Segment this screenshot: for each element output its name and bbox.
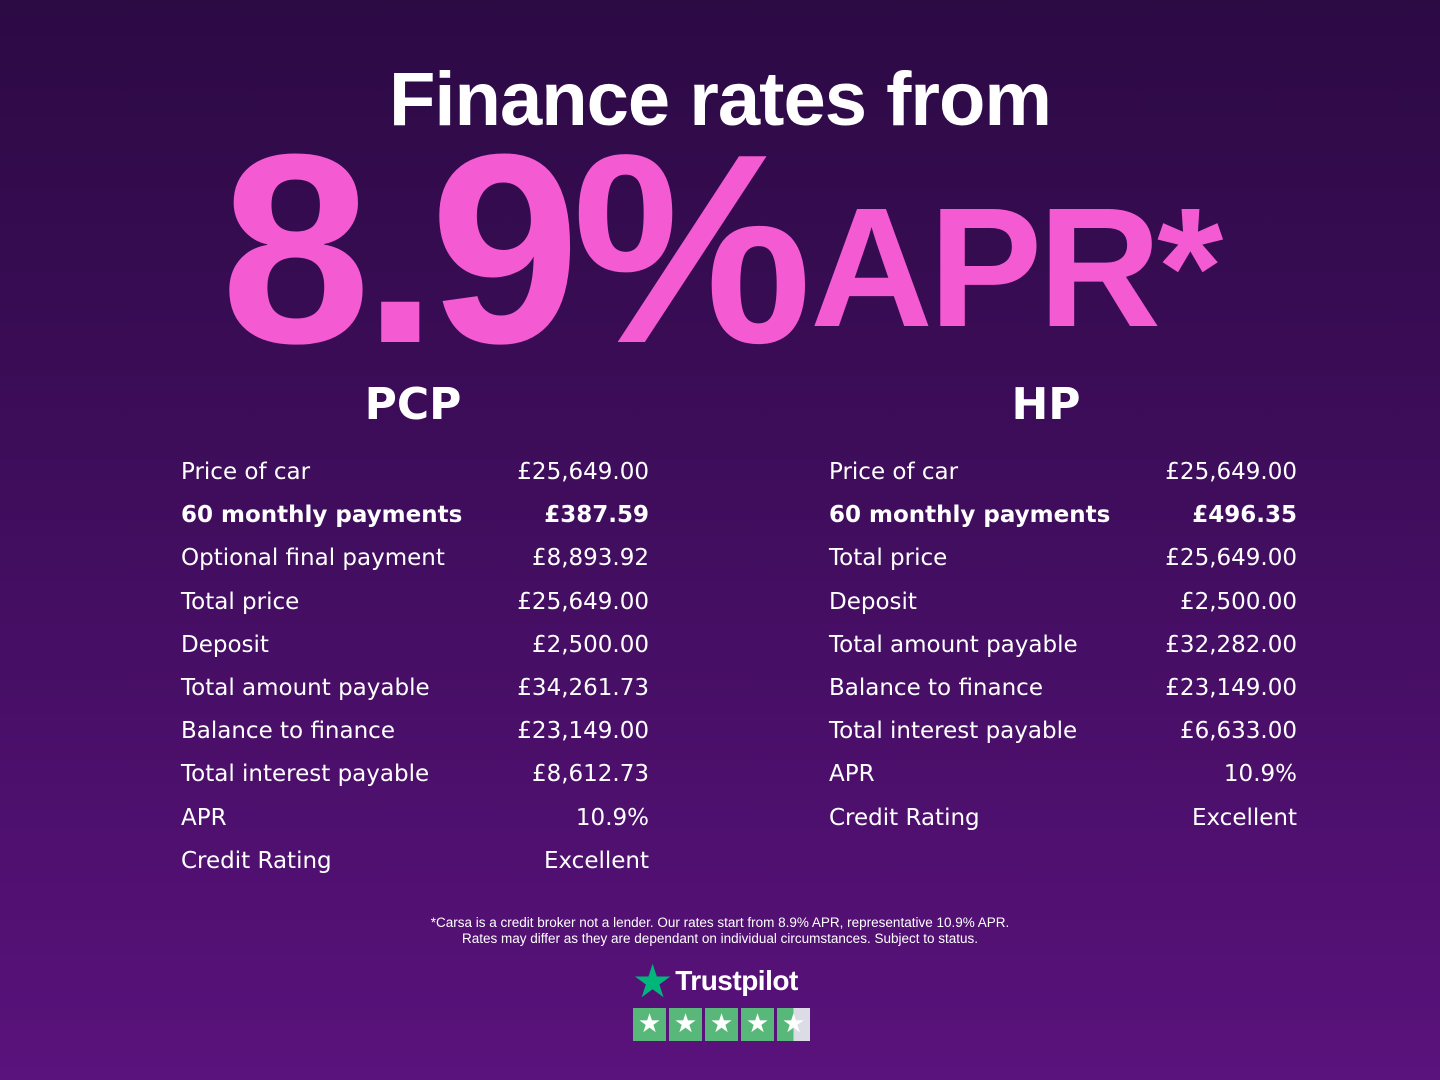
disclaimer: *Carsa is a credit broker not a lender. … [0, 915, 1440, 947]
row-value: £25,649.00 [517, 588, 649, 615]
table-row: Optional final payment £8,893.92 [181, 541, 649, 584]
table-row: Total interest payable £6,633.00 [829, 714, 1297, 757]
table-row: Total price £25,649.00 [181, 585, 649, 628]
row-label: Balance to finance [829, 674, 1043, 701]
table-row: Price of car £25,649.00 [181, 455, 649, 498]
row-label: APR [829, 761, 875, 788]
row-value: £23,149.00 [1165, 674, 1297, 701]
row-value: £25,649.00 [1165, 459, 1297, 485]
table-row: APR 10.9% [829, 757, 1297, 800]
row-value: £2,500.00 [531, 631, 649, 658]
hp-table: Price of car £25,649.00 60 monthly payment… [829, 455, 1297, 844]
row-label: 60 monthly payments [181, 502, 463, 529]
row-value: £34,261.73 [517, 674, 649, 701]
disclaimer-line-2: Rates may differ as they are dependant o… [461, 931, 979, 946]
row-value: £8,893.92 [531, 545, 649, 572]
row-value: 10.9% [1223, 761, 1297, 788]
table-row: APR 10.9% [181, 801, 649, 844]
trustpilot-name: Trustpilot [675, 965, 798, 996]
rate-suffix: APR* [810, 173, 1223, 363]
table-row: Total amount payable £32,282.00 [829, 628, 1297, 671]
trustpilot-star-icon: ★ [632, 954, 674, 1008]
rating-star-icon: ★ [777, 1008, 810, 1041]
table-row: 60 monthly payments £496.35 [829, 498, 1297, 541]
rating-star-icon: ★ [633, 1008, 666, 1041]
row-label: Total interest payable [829, 718, 1078, 745]
table-row: Total amount payable £34,261.73 [181, 671, 649, 714]
row-value: £387.59 [544, 502, 649, 529]
trustpilot-logo: ★ Trustpilot [632, 958, 798, 1004]
rating-star-icon: ★ [669, 1008, 702, 1041]
row-value: £2,500.00 [1179, 588, 1297, 615]
row-label: Credit Rating [829, 804, 980, 831]
row-value: £23,149.00 [517, 718, 649, 745]
hp-heading: HP [1011, 379, 1081, 430]
row-value: Excellent [1191, 804, 1297, 831]
row-label: Total amount payable [181, 674, 430, 701]
row-value: 10.9% [575, 804, 649, 831]
table-row: Credit Rating Excellent [829, 801, 1297, 844]
row-label: 60 monthly payments [829, 502, 1111, 529]
table-row: Deposit £2,500.00 [181, 628, 649, 671]
table-row: Deposit £2,500.00 [829, 585, 1297, 628]
headline: Finance rates from [389, 57, 1052, 142]
row-label: Optional final payment [181, 545, 445, 572]
row-value: £496.35 [1192, 502, 1297, 529]
row-label: Price of car [181, 459, 311, 485]
table-row: Credit Rating Excellent [181, 844, 649, 887]
row-label: Deposit [181, 631, 269, 658]
row-label: Price of car [829, 459, 959, 485]
pcp-table: Price of car £25,649.00 60 monthly payment… [181, 455, 649, 887]
trustpilot-rating: ★ ★ ★ ★ ★ [633, 1008, 810, 1041]
pcp-heading: PCP [364, 379, 462, 430]
row-value: Excellent [543, 847, 649, 874]
table-row: 60 monthly payments £387.59 [181, 498, 649, 541]
table-row: Total interest payable £8,612.73 [181, 757, 649, 800]
table-row: Price of car £25,649.00 [829, 455, 1297, 498]
table-row: Total price £25,649.00 [829, 541, 1297, 584]
row-value: £25,649.00 [517, 459, 649, 485]
table-row: Balance to finance £23,149.00 [181, 714, 649, 757]
row-label: Credit Rating [181, 847, 332, 874]
row-value: £8,612.73 [531, 761, 649, 788]
hero-rate: 8.9%APR* [0, 99, 1440, 400]
row-label: APR [181, 804, 227, 831]
row-label: Deposit [829, 588, 917, 615]
row-label: Total amount payable [829, 631, 1078, 658]
rating-star-icon: ★ [741, 1008, 774, 1041]
row-label: Balance to finance [181, 718, 395, 745]
row-value: £25,649.00 [1165, 545, 1297, 572]
row-value: £6,633.00 [1179, 718, 1297, 745]
row-label: Total interest payable [181, 761, 430, 788]
row-label: Total price [181, 588, 300, 615]
rating-star-icon: ★ [705, 1008, 738, 1041]
row-value: £32,282.00 [1165, 631, 1297, 658]
rate-value: 8.9% [220, 99, 812, 400]
disclaimer-line-1: *Carsa is a credit broker not a lender. … [430, 915, 1010, 930]
table-row: Balance to finance £23,149.00 [829, 671, 1297, 714]
row-label: Total price [829, 545, 948, 572]
